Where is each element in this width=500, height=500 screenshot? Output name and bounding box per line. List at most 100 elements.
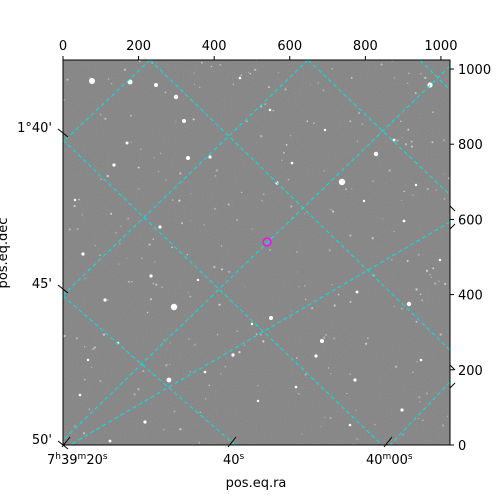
- star: [208, 155, 212, 159]
- star: [332, 210, 335, 213]
- star: [306, 120, 309, 123]
- star: [246, 120, 248, 123]
- star: [416, 361, 418, 363]
- ra-axis: 7h39m20s 40s 40m00s: [47, 436, 413, 468]
- star: [421, 299, 424, 302]
- star: [342, 180, 345, 182]
- star: [88, 408, 90, 410]
- star: [414, 183, 418, 187]
- y-pixel-tick-label: 600: [458, 213, 483, 228]
- star: [329, 417, 332, 419]
- plot-frame: [62, 59, 451, 446]
- y-pixel-tick-label: 0: [458, 439, 466, 454]
- star: [220, 245, 223, 247]
- star: [219, 63, 222, 66]
- star: [444, 282, 447, 285]
- star: [349, 120, 352, 123]
- star: [110, 212, 113, 215]
- grid-line: [307, 60, 450, 196]
- star: [301, 433, 303, 435]
- star: [426, 188, 429, 190]
- star: [89, 77, 91, 79]
- ra-tick: [61, 436, 71, 448]
- star: [417, 253, 420, 256]
- grid-line: [63, 295, 236, 445]
- star: [200, 61, 203, 64]
- star: [282, 152, 285, 154]
- star: [431, 141, 434, 144]
- star: [220, 373, 222, 375]
- star: [146, 311, 149, 314]
- target-marker: [262, 237, 272, 247]
- star: [187, 291, 189, 293]
- star: [142, 370, 145, 373]
- x-pixel-tick-label: 600: [277, 39, 302, 54]
- star: [99, 379, 102, 383]
- star: [140, 148, 142, 151]
- star: [163, 429, 165, 431]
- star: [443, 139, 445, 142]
- star: [175, 120, 177, 122]
- star: [125, 257, 127, 259]
- star: [281, 159, 283, 162]
- x-pixel-tick-label: 200: [126, 39, 151, 54]
- star: [108, 439, 112, 443]
- star: [130, 141, 132, 143]
- right-world-tick: [449, 223, 456, 230]
- star: [432, 111, 434, 113]
- star: [224, 366, 226, 368]
- star: [127, 217, 130, 220]
- star: [298, 393, 300, 395]
- star: [415, 320, 418, 323]
- star: [103, 298, 107, 302]
- star: [123, 68, 127, 71]
- star: [443, 173, 446, 175]
- star: [422, 419, 424, 422]
- star: [92, 348, 94, 350]
- star: [324, 416, 326, 418]
- star: [102, 333, 106, 336]
- star: [178, 199, 181, 202]
- star: [249, 72, 252, 75]
- star: [325, 333, 328, 336]
- star: [165, 364, 168, 367]
- star: [154, 261, 156, 263]
- right-pixel-axis: 0 200 400 600 800 1000: [450, 63, 491, 454]
- star: [415, 288, 418, 291]
- star: [337, 293, 340, 296]
- star: [171, 199, 174, 201]
- star: [438, 280, 440, 282]
- star: [154, 83, 158, 87]
- star: [287, 178, 290, 181]
- star: [203, 370, 207, 374]
- star: [112, 163, 116, 167]
- star: [171, 246, 173, 249]
- star: [173, 410, 176, 413]
- star: [403, 190, 405, 192]
- star: [345, 188, 347, 191]
- star: [107, 299, 109, 301]
- star: [272, 110, 274, 112]
- star: [161, 286, 163, 289]
- star: [189, 371, 192, 373]
- star: [289, 317, 291, 319]
- star: [322, 89, 325, 92]
- star: [313, 122, 315, 124]
- star: [173, 94, 179, 100]
- star: [322, 336, 326, 339]
- star: [118, 263, 120, 265]
- grid-line: [63, 65, 450, 441]
- star: [157, 170, 160, 173]
- star: [349, 234, 352, 237]
- star: [131, 280, 133, 283]
- star: [107, 78, 110, 80]
- star: [400, 408, 404, 412]
- star: [407, 128, 410, 131]
- star: [262, 340, 265, 343]
- star: [350, 76, 353, 79]
- star: [404, 190, 406, 192]
- star: [130, 114, 132, 117]
- star: [374, 423, 376, 426]
- star: [228, 270, 230, 273]
